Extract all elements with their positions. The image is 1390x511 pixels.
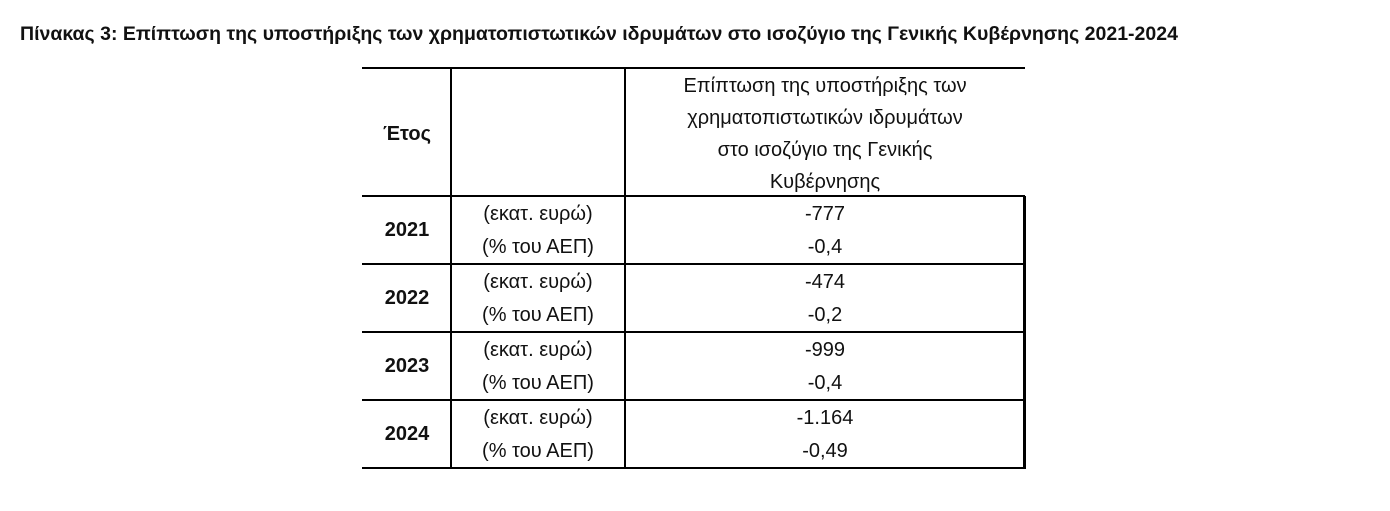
unit: (εκατ. ευρώ) [483, 339, 593, 361]
unit: (εκατ. ευρώ) [483, 407, 593, 429]
unit: (% του ΑΕΠ) [482, 372, 594, 394]
column-header: χρηματοπιστωτικών ιδρυμάτων [687, 107, 963, 129]
value: -0,2 [807, 304, 843, 326]
row-rule [362, 195, 1025, 197]
row-rule [362, 263, 1025, 265]
value: -0,4 [807, 372, 843, 394]
year-header: Έτος [382, 123, 432, 145]
value: -474 [804, 271, 846, 293]
unit: (εκατ. ευρώ) [483, 203, 593, 225]
value: -0,49 [802, 440, 848, 462]
rule [624, 67, 626, 469]
unit: (% του ΑΕΠ) [482, 440, 594, 462]
year: 2024 [384, 423, 430, 445]
title: Πίνακας 3: Επίπτωση της υποστήριξης των … [20, 23, 1178, 45]
unit: (εκατ. ευρώ) [483, 271, 593, 293]
year: 2023 [384, 355, 430, 377]
value: -999 [804, 339, 846, 361]
value: -0,4 [807, 236, 843, 258]
year: 2022 [384, 287, 430, 309]
unit: (% του ΑΕΠ) [482, 304, 594, 326]
value: -777 [804, 203, 846, 225]
rule [362, 67, 1025, 69]
row-rule [362, 399, 1025, 401]
column-header: στο ισοζύγιο της Γενικής [717, 139, 933, 161]
rule [450, 67, 452, 469]
column-header: Επίπτωση της υποστήριξης των [683, 75, 967, 97]
row-rule [362, 467, 1025, 469]
unit: (% του ΑΕΠ) [482, 236, 594, 258]
row-rule [362, 331, 1025, 333]
year: 2021 [384, 219, 430, 241]
value: -1.164 [796, 407, 854, 429]
column-header: Κυβέρνησης [769, 171, 881, 193]
